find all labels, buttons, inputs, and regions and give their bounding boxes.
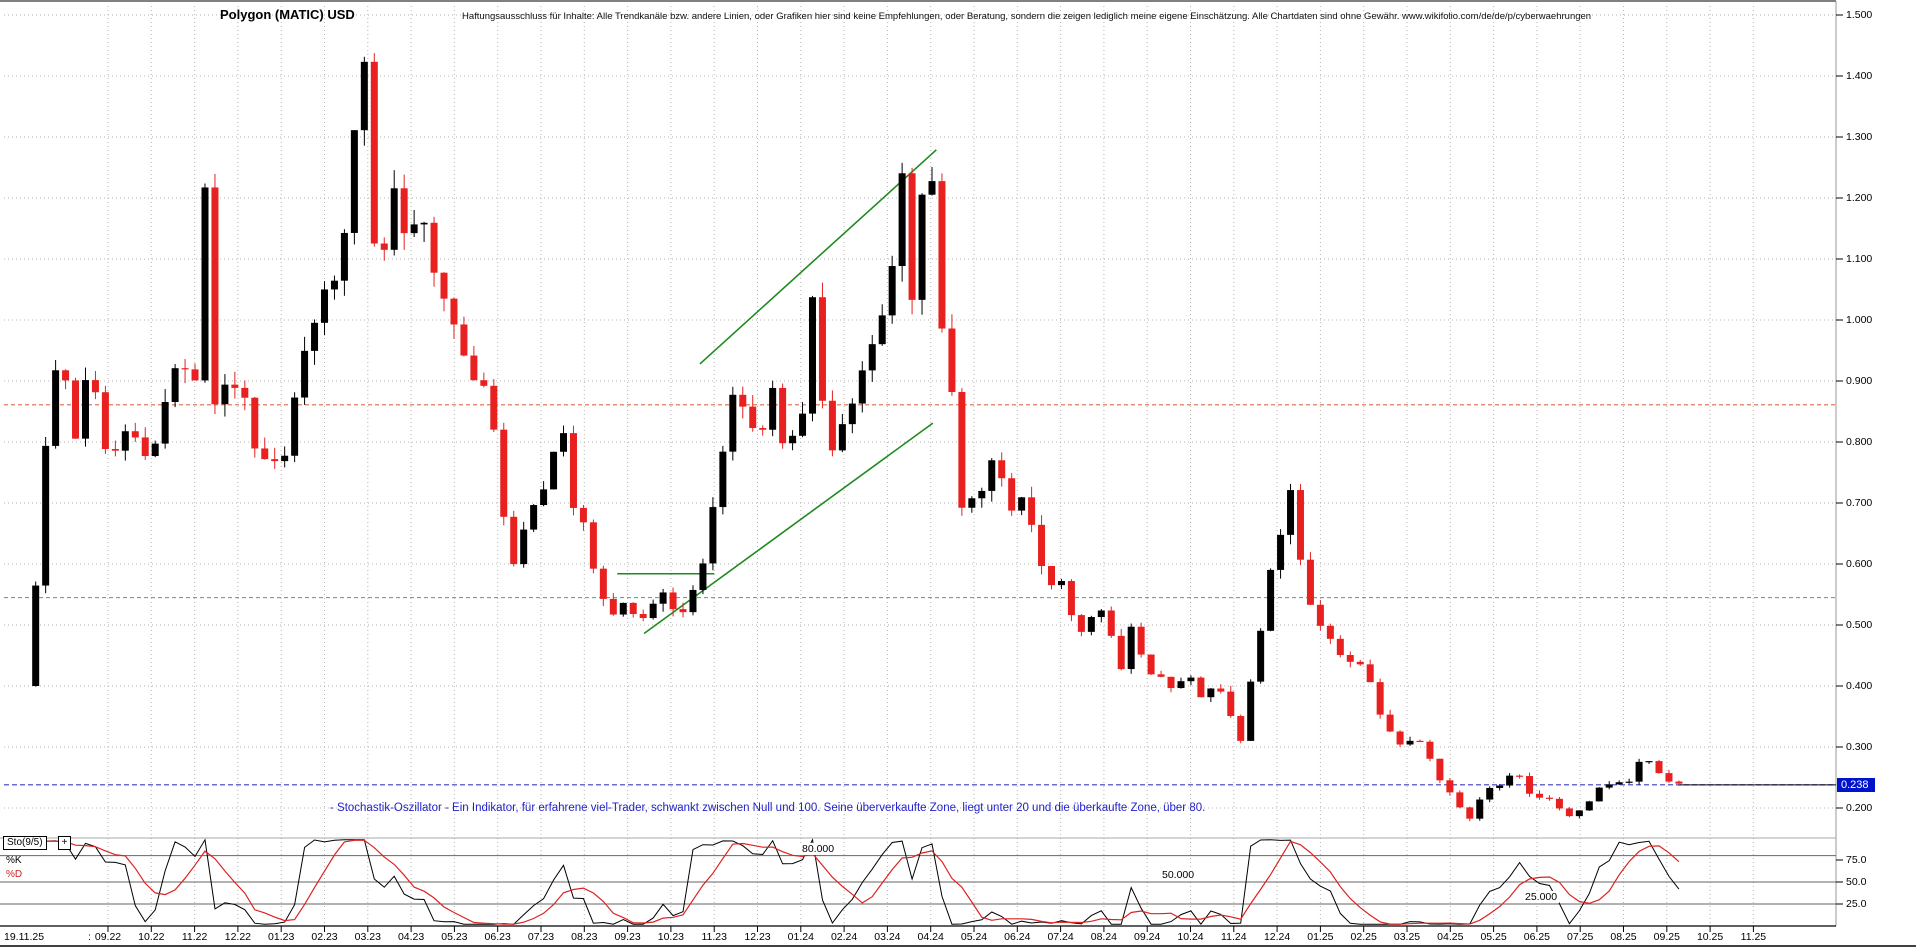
price-tick-label: 1.500	[1846, 9, 1873, 21]
price-tick-label: 0.700	[1846, 497, 1873, 509]
time-tick-label: 02.24	[830, 931, 858, 943]
time-tick-label: 03.23	[354, 931, 381, 943]
price-tick-label: 0.400	[1846, 680, 1873, 692]
price-tick-label: 1.000	[1846, 314, 1873, 326]
price-tick-label: 0.600	[1846, 558, 1873, 570]
time-tick-label: 10.25	[1696, 931, 1724, 943]
time-tick-label: 07.23	[527, 931, 555, 943]
time-tick-label: 01.25	[1307, 931, 1334, 943]
time-tick-label: 12.24	[1263, 931, 1291, 943]
price-tick-label: 1.200	[1846, 192, 1873, 204]
oscillator-level-label: 80.000	[800, 842, 837, 855]
time-tick-label: 10.24	[1177, 931, 1204, 943]
oscillator-tick-label: 75.0	[1846, 854, 1867, 866]
axis-ticks	[107, 14, 1843, 932]
price-tick-label: 1.400	[1846, 70, 1873, 82]
time-tick-label: 04.23	[397, 931, 425, 943]
time-tick-label: 11.23	[701, 931, 727, 943]
indicator-expand-button[interactable]: +	[58, 836, 71, 850]
time-tick-label: 06.24	[1004, 931, 1031, 943]
time-tick-label: 05.23	[441, 931, 468, 943]
stochastic-panel	[0, 837, 1843, 927]
time-tick-label: 03.25	[1393, 931, 1421, 943]
price-tick-label: 0.800	[1846, 436, 1873, 448]
time-tick-label: 12.22	[224, 931, 252, 943]
time-tick-label: 04.25	[1437, 931, 1464, 943]
time-tick-label: 01.24	[787, 931, 814, 943]
time-tick-label: 11.22	[181, 931, 208, 943]
time-tick-label: 05.24	[960, 931, 988, 943]
price-tick-label: 0.200	[1846, 802, 1873, 814]
indicator-label[interactable]: Sto(9/5)	[3, 836, 47, 850]
stochastic-note: - Stochastik-Oszillator - Ein Indikator,…	[330, 802, 1206, 814]
time-axis-separator: :	[88, 931, 91, 943]
time-tick-label: 09.23	[614, 931, 641, 943]
time-tick-label: 08.25	[1610, 931, 1637, 943]
oscillator-level-label: 50.000	[1160, 869, 1197, 881]
time-tick-label: 06.25	[1523, 931, 1551, 943]
price-tick-label: 1.100	[1846, 253, 1873, 265]
percent-k-label: %K	[6, 855, 22, 866]
last-price-badge: 0.238	[1837, 778, 1875, 792]
time-tick-label: 08.24	[1090, 931, 1118, 943]
time-tick-label: 07.25	[1567, 931, 1594, 943]
percent-d-label: %D	[6, 869, 23, 880]
time-tick-label: 02.25	[1350, 931, 1377, 943]
time-tick-label: 11.25	[1740, 931, 1767, 943]
candlestick-series	[32, 53, 1683, 822]
time-tick-label: 11.24	[1221, 931, 1247, 943]
time-tick-label: 06.23	[484, 931, 511, 943]
price-tick-label: 0.300	[1846, 741, 1873, 753]
grid-lines	[4, 6, 1836, 926]
disclaimer-text: Haftungsausschluss für Inhalte: Alle Tre…	[462, 11, 1592, 22]
price-tick-label: 0.500	[1846, 619, 1873, 631]
snapshot-date-label: 19.11.25	[4, 931, 45, 943]
time-tick-label: 02.23	[311, 931, 338, 943]
price-tick-label: 0.900	[1846, 375, 1873, 387]
oscillator-level-label: 25.000	[1523, 891, 1560, 903]
page-title: Polygon (MATIC) USD	[220, 7, 355, 22]
time-tick-label: 08.23	[571, 931, 598, 943]
trend-lines	[617, 149, 937, 635]
price-tick-label: 1.300	[1846, 131, 1873, 143]
time-tick-label: 05.25	[1480, 931, 1507, 943]
time-tick-label: 04.24	[917, 931, 944, 943]
time-tick-label: 12.23	[744, 931, 771, 943]
oscillator-tick-label: 50.0	[1846, 876, 1867, 888]
time-tick-label: 03.24	[874, 931, 901, 943]
time-tick-label: 10.22	[138, 931, 165, 943]
time-tick-label: 10.23	[657, 931, 685, 943]
time-tick-label: 09.24	[1134, 931, 1161, 943]
price-level-lines	[4, 404, 1836, 786]
time-tick-label: 09.25	[1653, 931, 1680, 943]
oscillator-tick-label: 25.0	[1846, 898, 1867, 910]
time-tick-label: 09.22	[94, 931, 122, 943]
time-tick-label: 01.23	[268, 931, 295, 943]
time-tick-label: 07.24	[1047, 931, 1074, 943]
